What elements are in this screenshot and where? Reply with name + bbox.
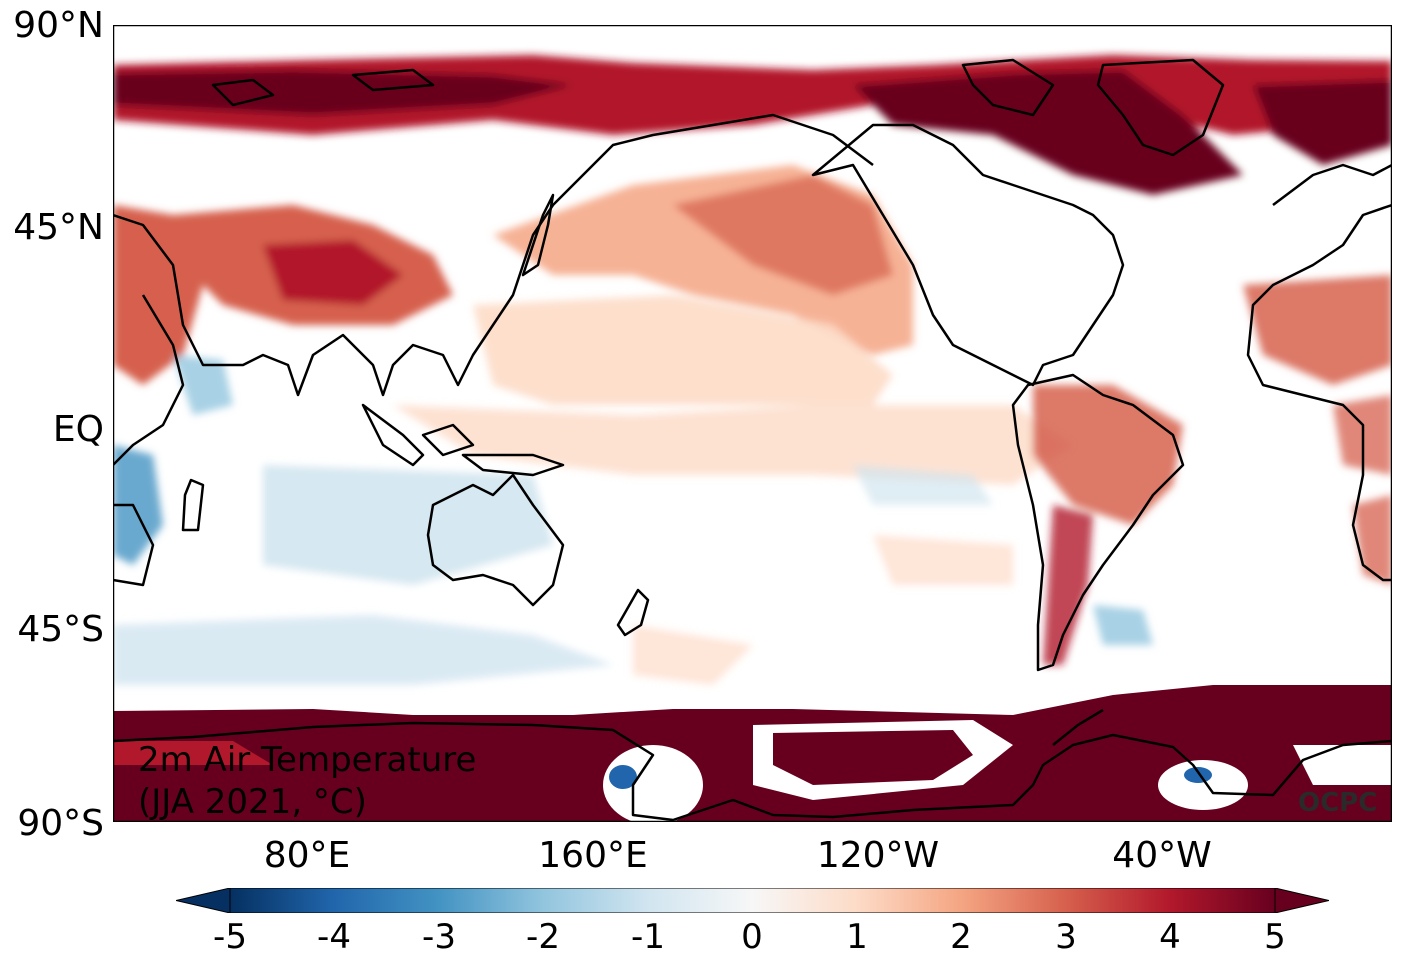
lat-label-45n: 45°N [13, 207, 104, 248]
colorbar-tick-m1: -1 [631, 917, 665, 957]
colorbar-body [229, 888, 1276, 913]
colorbar-tick-2: 2 [950, 917, 972, 957]
colorbar-tick-5: 5 [1264, 917, 1286, 957]
lat-label-90s: 90°S [17, 803, 104, 844]
lon-label-160e: 160°E [538, 835, 648, 876]
lon-label-40w: 40°W [1112, 835, 1212, 876]
colorbar-extend-low [176, 888, 231, 913]
map-title-line1: 2m Air Temperature [138, 740, 477, 780]
colorbar-extend-high [1274, 888, 1329, 913]
lat-label-45s: 45°S [17, 609, 104, 650]
colorbar-tick-m2: -2 [526, 917, 560, 957]
anomaly-field [113, 55, 1392, 685]
temperature-anomaly-map [113, 25, 1392, 822]
lat-label-eq: EQ [52, 409, 104, 450]
map-frame [113, 25, 1392, 822]
lon-label-80e: 80°E [263, 835, 351, 876]
colorbar-tick-m5: -5 [213, 917, 247, 957]
lat-label-90n: 90°N [13, 5, 104, 46]
colorbar-tick-m3: -3 [422, 917, 456, 957]
colorbar-tick-4: 4 [1159, 917, 1181, 957]
map-title-line2: (JJA 2021, °C) [138, 782, 367, 822]
lon-label-120w: 120°W [816, 835, 940, 876]
coastlines [113, 58, 1392, 822]
colorbar-tick-0: 0 [741, 917, 763, 957]
antarctic-warm-band [113, 685, 1392, 822]
colorbar-tick-1: 1 [846, 917, 868, 957]
credit-watermark: OCPC [1298, 788, 1378, 818]
colorbar-tick-m4: -4 [317, 917, 351, 957]
colorbar [176, 888, 1329, 913]
colorbar-tick-3: 3 [1055, 917, 1077, 957]
